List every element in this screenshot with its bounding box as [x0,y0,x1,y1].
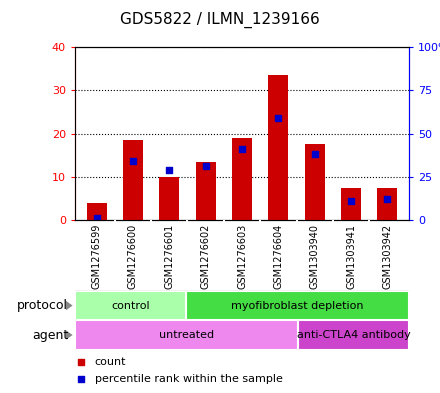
Text: GDS5822 / ILMN_1239166: GDS5822 / ILMN_1239166 [120,12,320,28]
Point [202,163,209,170]
Text: GSM1276600: GSM1276600 [128,224,138,289]
Text: anti-CTLA4 antibody: anti-CTLA4 antibody [297,330,411,340]
Text: percentile rank within the sample: percentile rank within the sample [95,374,283,384]
Bar [196,162,216,220]
Point [348,198,355,204]
Point [384,196,391,202]
Point [93,215,100,222]
Text: GSM1303942: GSM1303942 [382,224,392,289]
Point [166,167,173,173]
Point [275,115,282,121]
Text: count: count [95,356,126,367]
Text: GSM1276602: GSM1276602 [201,224,211,289]
Text: untreated: untreated [159,330,214,340]
Bar [186,291,409,320]
Bar [341,188,361,220]
Bar [75,291,186,320]
Polygon shape [66,330,73,340]
Bar [232,138,252,220]
Bar [159,177,180,220]
Text: myofibroblast depletion: myofibroblast depletion [231,301,364,310]
Bar [87,203,106,220]
Text: GSM1276599: GSM1276599 [92,224,102,289]
Text: GSM1303940: GSM1303940 [310,224,320,288]
Point [238,146,246,152]
Bar [75,320,298,350]
Text: GSM1303941: GSM1303941 [346,224,356,288]
Point [311,151,318,158]
Bar [305,144,325,220]
Point [129,158,136,164]
Text: agent: agent [32,329,68,342]
Text: protocol: protocol [17,299,68,312]
Bar [378,188,397,220]
Bar [268,75,288,220]
Bar [123,140,143,220]
Polygon shape [66,301,73,310]
Text: GSM1276601: GSM1276601 [164,224,174,289]
Point [299,116,306,123]
Point [299,277,306,283]
Text: control: control [111,301,150,310]
Bar [298,320,409,350]
Text: GSM1276604: GSM1276604 [273,224,283,289]
Text: GSM1276603: GSM1276603 [237,224,247,289]
